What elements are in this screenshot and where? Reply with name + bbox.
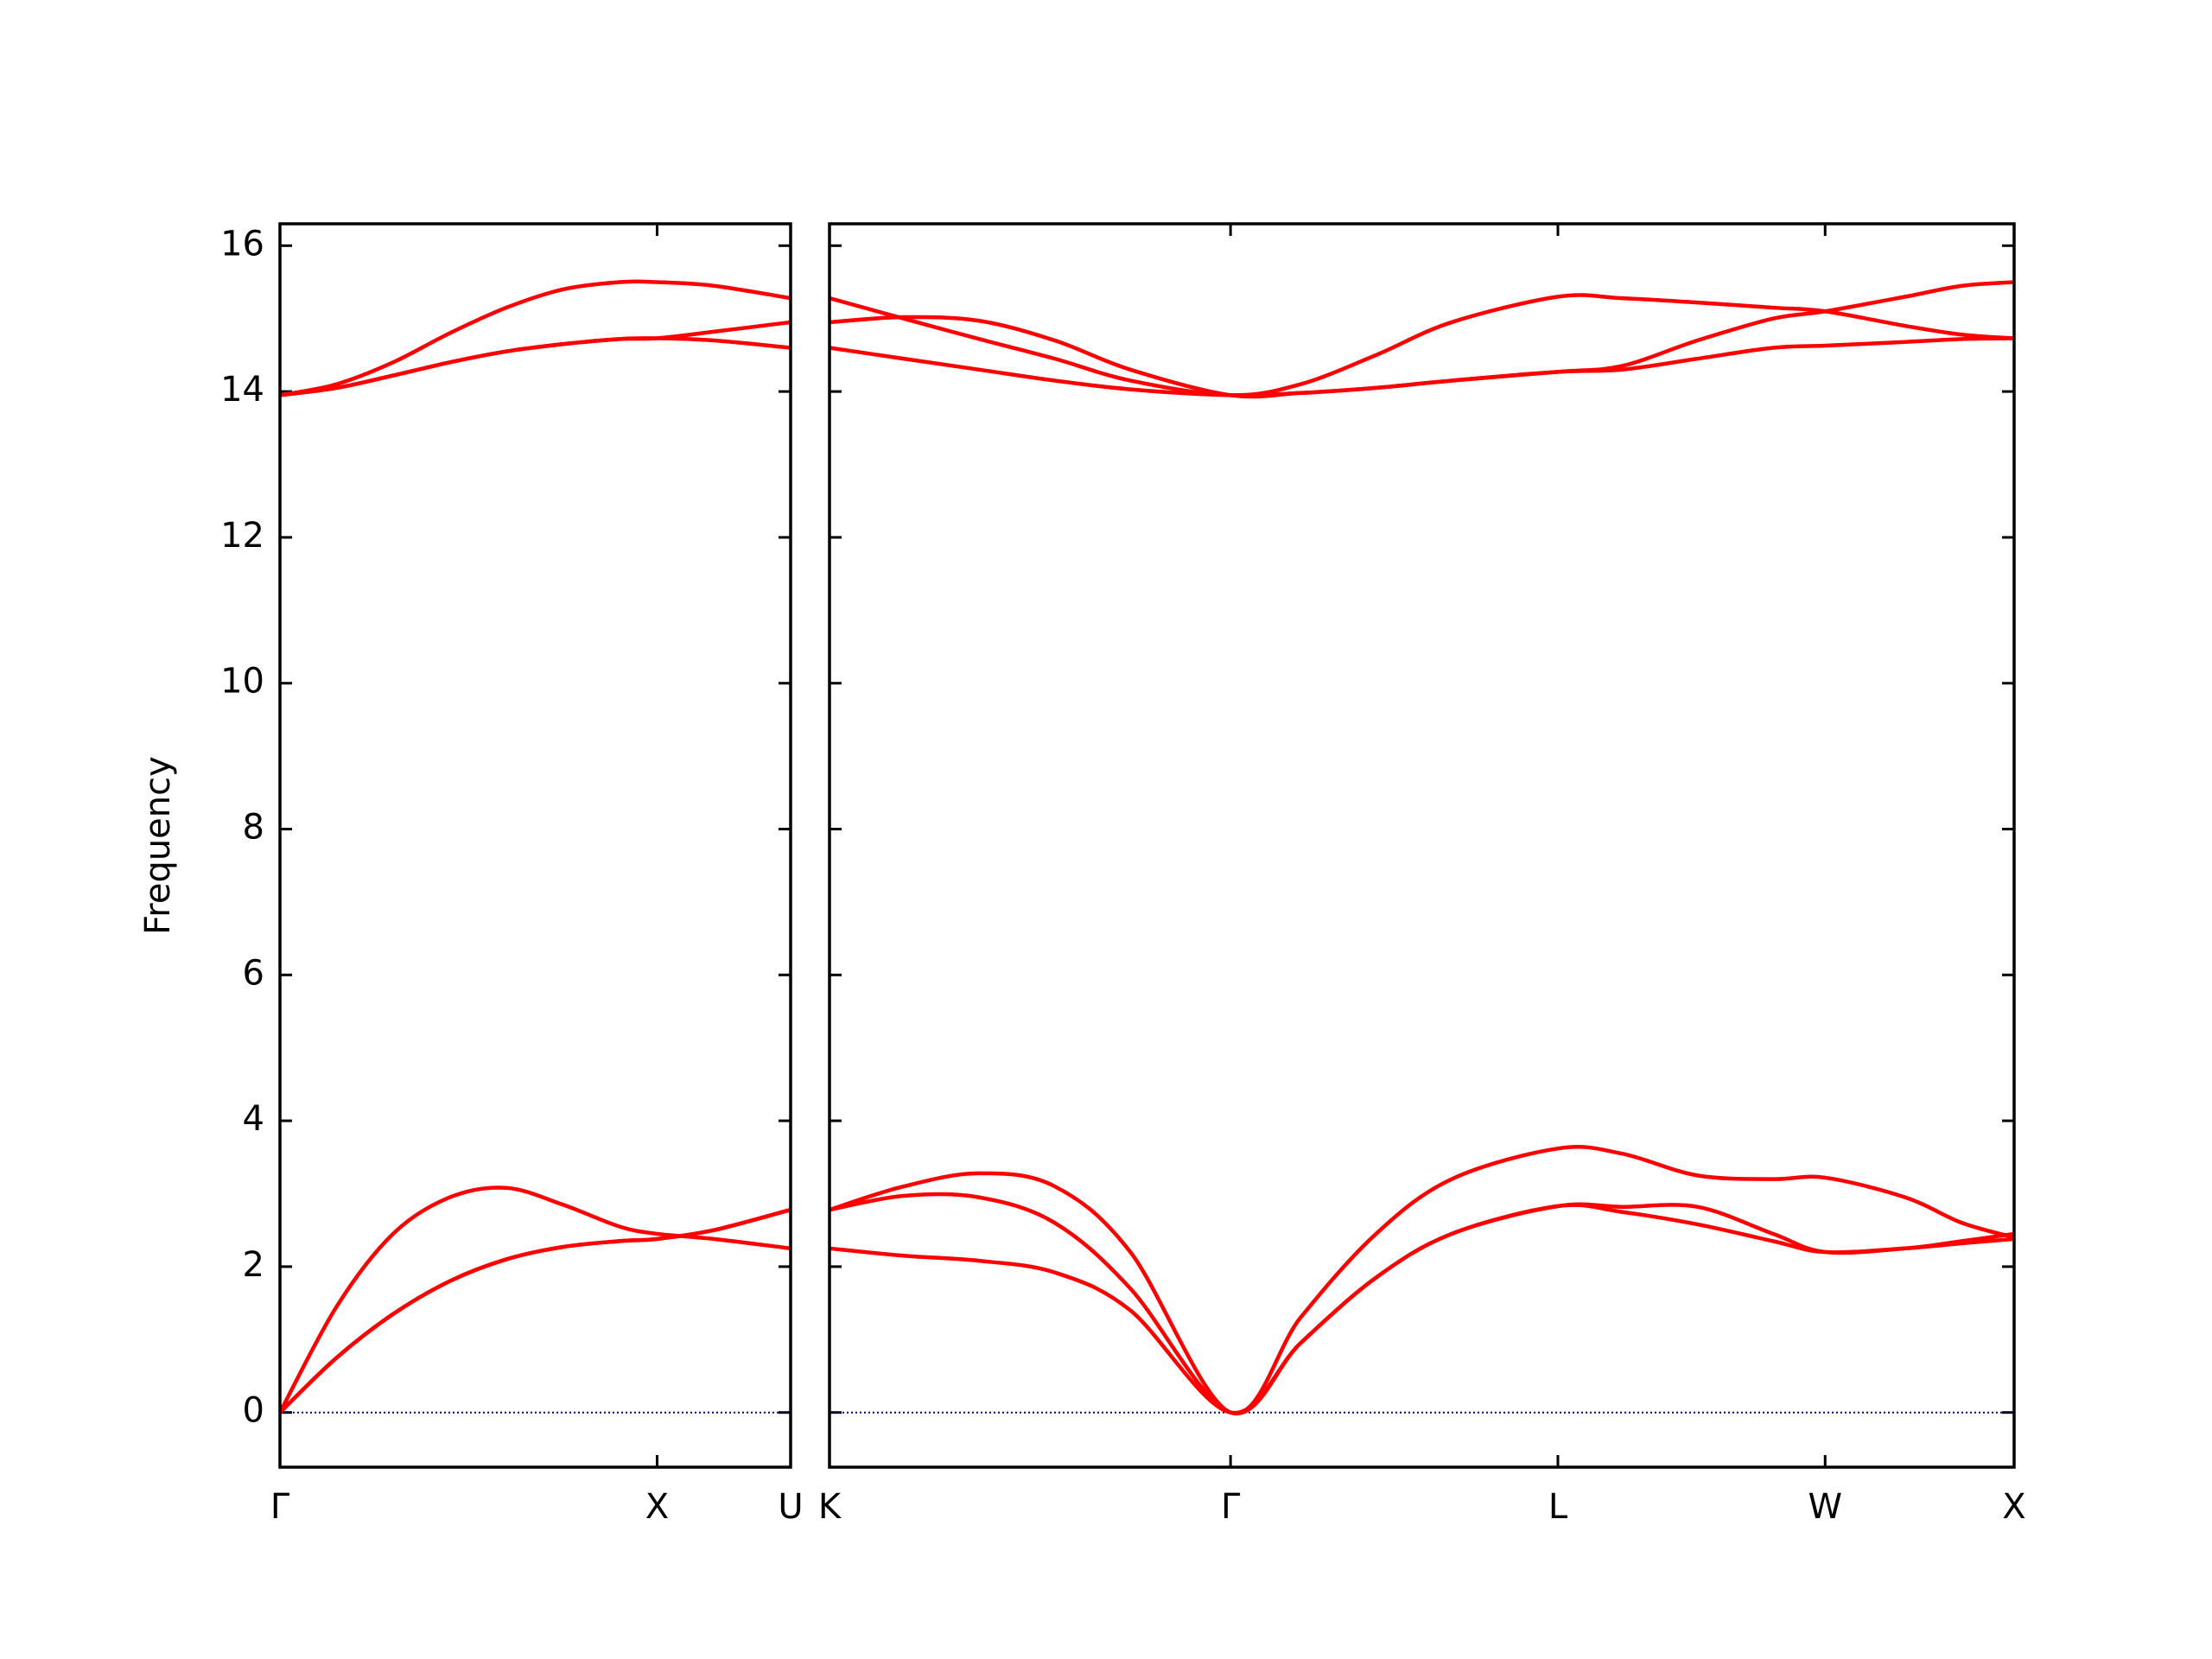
band-line bbox=[279, 336, 791, 397]
x-tick-label: X bbox=[645, 1487, 669, 1527]
x-tick-label: W bbox=[1808, 1487, 1842, 1527]
x-tick-label: Γ bbox=[1221, 1487, 1241, 1527]
x-tick-label: U bbox=[778, 1487, 803, 1527]
y-tick-label: 12 bbox=[220, 516, 264, 556]
y-tick-label: 2 bbox=[243, 1245, 264, 1285]
band-line bbox=[829, 336, 2015, 397]
x-tick-label: L bbox=[1548, 1487, 1568, 1527]
band-line bbox=[279, 279, 791, 397]
y-axis-label: Frequency bbox=[138, 756, 178, 935]
band-line bbox=[278, 1185, 791, 1414]
x-tick-label: X bbox=[2002, 1487, 2025, 1527]
y-tick-label: 4 bbox=[243, 1099, 264, 1139]
plot-frame bbox=[278, 222, 792, 1469]
x-tick-label: Γ bbox=[270, 1487, 290, 1527]
y-tick-label: 10 bbox=[220, 662, 264, 702]
band-line bbox=[829, 1203, 2015, 1415]
band-line bbox=[829, 1145, 2015, 1416]
y-tick-label: 14 bbox=[220, 370, 264, 410]
y-tick-label: 16 bbox=[220, 224, 264, 264]
band-line bbox=[829, 1192, 2015, 1416]
band-line bbox=[829, 280, 2015, 399]
x-tick-label: K bbox=[818, 1487, 842, 1527]
y-tick-label: 0 bbox=[243, 1391, 264, 1431]
y-tick-label: 6 bbox=[243, 953, 264, 993]
plot-frame bbox=[828, 222, 2016, 1469]
y-tick-label: 8 bbox=[243, 808, 264, 848]
